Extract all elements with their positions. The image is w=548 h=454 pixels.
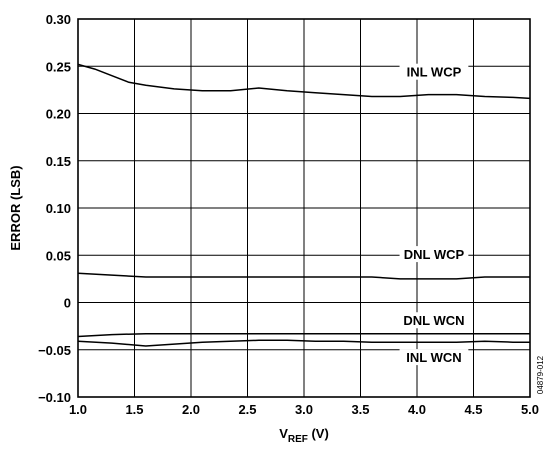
series-line-inl-wcp bbox=[77, 63, 531, 100]
y-tick-label: 0.25 bbox=[46, 59, 71, 74]
x-tick-label: 3.0 bbox=[295, 402, 313, 417]
series-label-background bbox=[399, 63, 469, 80]
y-tick-label: −0.05 bbox=[38, 343, 71, 358]
x-tick-label: 1.0 bbox=[69, 402, 87, 417]
series-label-inl-wcn: INL WCN bbox=[406, 350, 461, 365]
y-tick-labels: −0.10 −0.05 0 0.05 0.10 0.15 0.20 0.25 0.30 bbox=[38, 12, 71, 405]
y-tick-label: 0.30 bbox=[46, 12, 71, 27]
series-line-dnl-wcp bbox=[77, 272, 530, 280]
x-tick-label: 5.0 bbox=[521, 402, 539, 417]
series-label-dnl-wcn: DNL WCN bbox=[403, 313, 464, 328]
x-tick-label: 2.5 bbox=[238, 402, 256, 417]
series-labels: INL WCP DNL WCP DNL WCN INL WCN bbox=[399, 63, 469, 366]
series-label-background bbox=[399, 246, 469, 263]
series-line-inl-wcn bbox=[77, 339, 530, 347]
series-label-inl-wcp: INL WCP bbox=[407, 65, 462, 80]
x-tick-label: 2.0 bbox=[182, 402, 200, 417]
y-tick-label: 0.15 bbox=[46, 154, 71, 169]
x-axis-title-subscript: REF bbox=[288, 434, 308, 445]
y-tick-label: 0.20 bbox=[46, 107, 71, 122]
series-label-dnl-wcp: DNL WCP bbox=[404, 247, 465, 262]
y-axis-title: ERROR (LSB) bbox=[8, 165, 23, 250]
x-axis-title-base: V bbox=[279, 426, 288, 441]
y-tick-label: −0.10 bbox=[38, 390, 71, 405]
y-tick-label: 0 bbox=[64, 296, 71, 311]
x-tick-label: 4.0 bbox=[408, 402, 426, 417]
series-label-background bbox=[399, 312, 469, 329]
series-line-dnl-wcn bbox=[77, 332, 530, 338]
x-tick-label: 4.5 bbox=[464, 402, 482, 417]
series-label-background bbox=[399, 349, 469, 366]
x-tick-labels: 1.0 1.5 2.0 2.5 3.0 3.5 4.0 4.5 5.0 bbox=[69, 402, 539, 417]
plot-frame bbox=[77, 18, 531, 398]
x-tick-label: 3.5 bbox=[351, 402, 369, 417]
x-axis-title: VREF (V) bbox=[279, 426, 329, 445]
y-tick-label: 0.10 bbox=[46, 201, 71, 216]
x-tick-label: 1.5 bbox=[125, 402, 143, 417]
figure-code: 04879-012 bbox=[536, 355, 545, 394]
y-tick-label: 0.05 bbox=[46, 248, 71, 263]
series-lines bbox=[77, 63, 531, 347]
x-axis-title-suffix: (V) bbox=[308, 426, 329, 441]
